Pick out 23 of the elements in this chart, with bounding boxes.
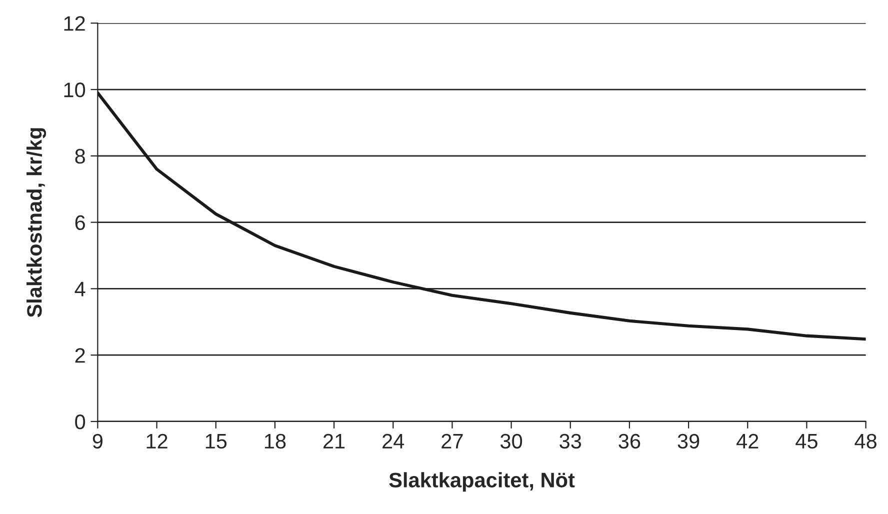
y-tick-label: 6 bbox=[75, 215, 85, 230]
y-tick-label: 4 bbox=[74, 282, 86, 296]
x-tick-label: 48 bbox=[854, 434, 876, 449]
x-tick-label: 12 bbox=[146, 434, 168, 448]
x-axis-title: Slaktkapacitet, Nöt bbox=[389, 472, 575, 492]
y-axis-title: Slaktkostnad, kr/kg bbox=[26, 128, 46, 318]
y-tick-label: 0 bbox=[75, 414, 86, 430]
x-tick-label: 24 bbox=[382, 434, 404, 448]
y-tick-label: 12 bbox=[64, 16, 85, 31]
x-tick-label: 30 bbox=[500, 434, 522, 449]
x-tick-label: 33 bbox=[560, 434, 582, 449]
x-tick-label: 42 bbox=[736, 434, 758, 448]
x-tick-label: 27 bbox=[442, 434, 463, 448]
x-tick-label: 18 bbox=[264, 434, 286, 449]
x-tick-label: 21 bbox=[323, 434, 345, 448]
y-tick-label: 10 bbox=[64, 82, 86, 98]
x-tick-label: 9 bbox=[92, 434, 102, 449]
x-tick-label: 15 bbox=[206, 434, 227, 449]
x-tick-label: 36 bbox=[618, 434, 640, 449]
y-tick-label: 8 bbox=[75, 148, 85, 164]
x-tick-label: 45 bbox=[796, 434, 818, 449]
x-tick-label: 39 bbox=[678, 434, 700, 449]
y-tick-label: 2 bbox=[75, 348, 85, 363]
